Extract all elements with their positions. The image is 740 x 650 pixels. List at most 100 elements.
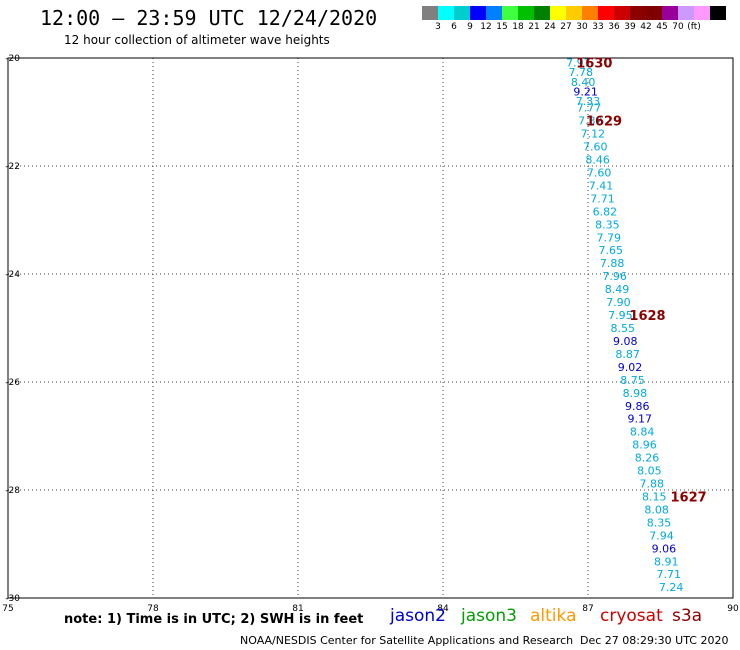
color-scale-swatch <box>454 6 470 20</box>
wave-height-label: 8.84 <box>630 426 655 439</box>
color-scale-swatch <box>646 6 662 20</box>
y-tick-label: -28 <box>5 486 20 496</box>
pass-time-label: 1627 <box>671 490 707 505</box>
wave-height-label: 8.35 <box>647 516 672 529</box>
wave-height-label: 8.08 <box>644 503 669 516</box>
x-tick-label: 90 <box>727 604 739 614</box>
y-tick-label: -24 <box>5 270 20 280</box>
color-scale-label: 27 <box>560 22 572 32</box>
color-scale-swatch <box>582 6 598 20</box>
legend-altika: altika <box>530 606 577 626</box>
legend-jason2: jason2 <box>390 606 446 626</box>
x-tick-label: 81 <box>292 604 303 614</box>
wave-height-label: 7.78 <box>569 66 594 79</box>
generation-timestamp: Dec 27 08:29:30 UTC 2020 <box>580 634 729 647</box>
plot-frame <box>7 57 734 599</box>
color-scale-label: 15 <box>496 22 508 32</box>
wave-height-label: 8.96 <box>632 439 657 452</box>
wave-height-label: 8.35 <box>595 218 620 231</box>
y-tick-label: -30 <box>5 594 20 604</box>
wave-height-label: 8.46 <box>585 154 610 167</box>
legend-jason3: jason3 <box>461 606 517 626</box>
color-scale-swatch <box>566 6 582 20</box>
color-scale-swatch <box>662 6 678 20</box>
color-scale-label: 70 <box>672 22 684 32</box>
color-scale-label: 36 <box>608 22 620 32</box>
wave-height-label: 9.02 <box>618 361 643 374</box>
wave-height-label: 8.49 <box>605 283 630 296</box>
wave-height-label: 7.65 <box>598 244 623 257</box>
wave-height-label: 6.82 <box>593 205 618 218</box>
wave-height-label: 7.79 <box>597 231 622 244</box>
chart-subtitle: 12 hour collection of altimeter wave hei… <box>64 33 330 47</box>
wave-height-label: 7.32 <box>578 115 603 128</box>
wave-height-label: 7.24 <box>659 581 684 594</box>
wave-height-label: 7.88 <box>640 478 665 491</box>
color-scale-swatch <box>422 6 438 20</box>
color-scale-label: 33 <box>592 22 604 32</box>
color-scale-swatch <box>470 6 486 20</box>
color-scale-swatch <box>598 6 614 20</box>
wave-height-label: 9.17 <box>627 413 652 426</box>
y-tick-label: -26 <box>5 378 20 388</box>
color-scale-swatch <box>710 6 726 20</box>
wave-height-label: 7.96 <box>602 270 627 283</box>
wave-height-label: 7.60 <box>583 141 608 154</box>
color-scale-swatch <box>534 6 550 20</box>
wave-height-label: 7.94 <box>649 529 674 542</box>
wave-height-label: 8.40 <box>571 76 596 89</box>
wave-height-label: 8.26 <box>635 452 660 465</box>
color-scale-label: 9 <box>467 22 473 32</box>
color-scale-label: 6 <box>451 22 457 32</box>
color-scale-label: 12 <box>480 22 492 32</box>
legend-s3a: s3a <box>672 606 703 626</box>
y-tick-label: -20 <box>5 54 20 64</box>
color-scale-label: (ft) <box>687 22 701 32</box>
color-scale-label: 30 <box>576 22 588 32</box>
wave-height-label: 9.86 <box>625 400 650 413</box>
x-tick-label: 84 <box>437 604 449 614</box>
wave-height-label: 7.60 <box>587 166 612 179</box>
chart-title: 12:00 – 23:59 UTC 12/24/2020 <box>40 6 378 30</box>
color-scale-swatch <box>550 6 566 20</box>
wave-height-label: 7.71 <box>656 568 681 581</box>
wave-height-label: 8.87 <box>615 348 640 361</box>
color-scale-swatch <box>486 6 502 20</box>
wave-height-label: 7.71 <box>590 192 615 205</box>
x-tick-label: 87 <box>582 604 593 614</box>
wave-height-label: 9.08 <box>613 335 638 348</box>
color-scale-swatch <box>438 6 454 20</box>
wave-height-label: 7.12 <box>581 128 606 141</box>
pass-time-label: 1628 <box>629 309 665 324</box>
x-tick-label: 78 <box>147 604 159 614</box>
color-scale-swatch <box>678 6 694 20</box>
color-scale-label: 24 <box>544 22 556 32</box>
wave-height-label: 9.21 <box>573 85 598 98</box>
y-tick-label: -22 <box>5 162 20 172</box>
wave-height-label: 8.91 <box>654 555 679 568</box>
color-scale-label: 42 <box>640 22 652 32</box>
credit-line: NOAA/NESDIS Center for Satellite Applica… <box>240 634 574 647</box>
wave-height-label: 8.05 <box>637 465 662 478</box>
color-scale-label: 39 <box>624 22 636 32</box>
wave-height-label: 7.33 <box>576 95 601 108</box>
wave-height-label: 8.55 <box>611 322 636 335</box>
wave-height-label: 8.75 <box>620 374 645 387</box>
wave-height-label: 7.88 <box>600 257 625 270</box>
x-tick-label: 75 <box>2 604 13 614</box>
color-scale-label: 3 <box>435 22 441 32</box>
pass-time-label: 1629 <box>586 115 622 130</box>
wave-height-label: 7.97 <box>566 56 591 69</box>
color-scale-label: 21 <box>528 22 540 32</box>
color-scale-swatch <box>630 6 646 20</box>
color-scale-swatch <box>614 6 630 20</box>
wave-height-label: 7.41 <box>589 179 614 192</box>
wave-height-label: 7.90 <box>606 296 631 309</box>
color-scale-swatch <box>518 6 534 20</box>
color-scale-swatch <box>502 6 518 20</box>
footer-note: note: 1) Time is in UTC; 2) SWH is in fe… <box>64 612 364 627</box>
color-scale-swatch <box>694 6 710 20</box>
color-scale-label: 18 <box>512 22 524 32</box>
wave-height-label: 8.98 <box>623 387 648 400</box>
